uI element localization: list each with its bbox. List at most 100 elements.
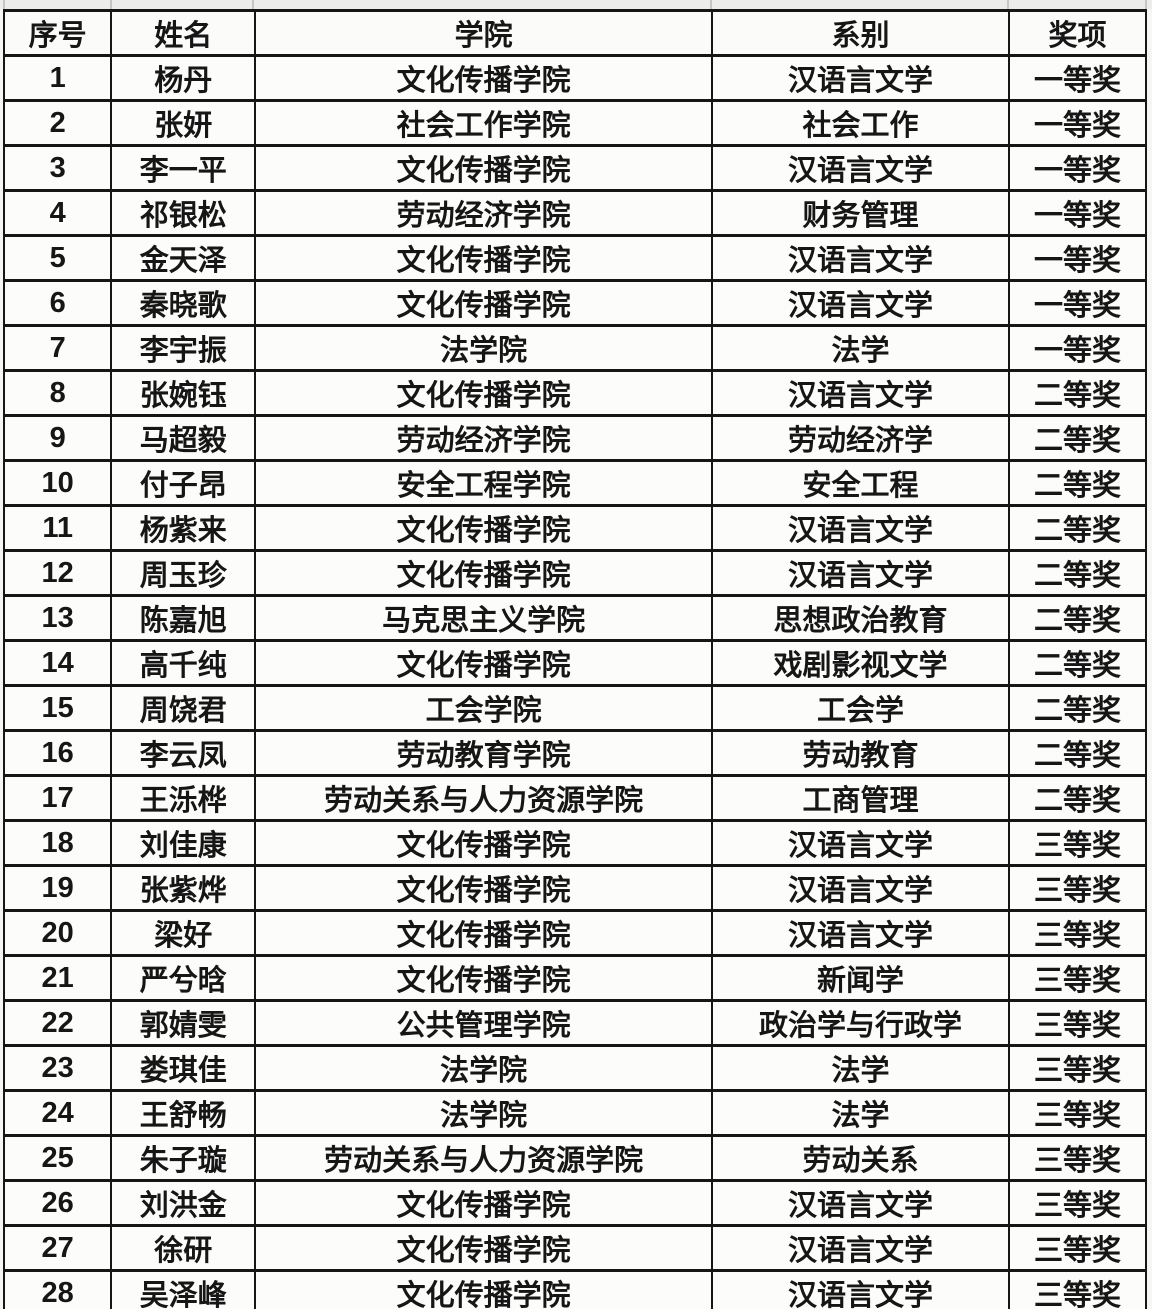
cell-no: 25 [2,1134,113,1182]
header-college: 学院 [254,9,714,57]
cell-dept: 汉语言文学 [711,549,1010,597]
cell-award: 一等奖 [1007,99,1148,147]
cell-dept: 思想政治教育 [711,594,1010,642]
table-row: 26 刘洪金 文化传播学院 汉语言文学 三等奖 [2,1179,1148,1227]
cell-college: 劳动经济学院 [254,189,714,237]
cell-name: 周饶君 [110,684,257,732]
table-row: 11 杨紫来 文化传播学院 汉语言文学 二等奖 [2,504,1148,552]
cell-no: 20 [2,909,113,957]
table-row: 17 王泺桦 劳动关系与人力资源学院 工商管理 二等奖 [2,774,1148,822]
cell-name: 秦晓歌 [110,279,257,327]
cell-no: 6 [2,279,113,327]
cell-college: 法学院 [254,1089,714,1137]
cell-no: 13 [2,594,113,642]
cell-award: 三等奖 [1007,1134,1148,1182]
cell-no: 24 [2,1089,113,1137]
column-guide-line [252,0,254,9]
cell-name: 祁银松 [110,189,257,237]
cell-name: 严兮晗 [110,954,257,1002]
cell-name: 王泺桦 [110,774,257,822]
cell-college: 文化传播学院 [254,54,714,102]
cell-no: 4 [2,189,113,237]
header-no: 序号 [2,9,113,57]
cell-dept: 财务管理 [711,189,1010,237]
table-row: 21 严兮晗 文化传播学院 新闻学 三等奖 [2,954,1148,1002]
cell-award: 二等奖 [1007,639,1148,687]
cell-award: 二等奖 [1007,504,1148,552]
table-row: 13 陈嘉旭 马克思主义学院 思想政治教育 二等奖 [2,594,1148,642]
cell-college: 文化传播学院 [254,144,714,192]
cell-award: 三等奖 [1007,1224,1148,1272]
cell-award: 一等奖 [1007,144,1148,192]
cell-no: 7 [2,324,113,372]
table-row: 4 祁银松 劳动经济学院 财务管理 一等奖 [2,189,1148,237]
cell-college: 文化传播学院 [254,639,714,687]
cell-name: 杨紫来 [110,504,257,552]
cell-college: 文化传播学院 [254,954,714,1002]
cell-no: 11 [2,504,113,552]
cell-name: 张婉钰 [110,369,257,417]
header-name: 姓名 [110,9,257,57]
column-guide-line [1145,0,1147,9]
cell-no: 18 [2,819,113,867]
cell-college: 文化传播学院 [254,864,714,912]
cell-college: 劳动关系与人力资源学院 [254,1134,714,1182]
cell-dept: 工会学 [711,684,1010,732]
cell-name: 娄琪佳 [110,1044,257,1092]
cell-no: 22 [2,999,113,1047]
cell-dept: 戏剧影视文学 [711,639,1010,687]
table-row: 23 娄琪佳 法学院 法学 三等奖 [2,1044,1148,1092]
cell-dept: 汉语言文学 [711,279,1010,327]
cell-no: 16 [2,729,113,777]
cell-name: 张妍 [110,99,257,147]
cell-dept: 政治学与行政学 [711,999,1010,1047]
cell-college: 劳动教育学院 [254,729,714,777]
cell-name: 陈嘉旭 [110,594,257,642]
cell-college: 劳动关系与人力资源学院 [254,774,714,822]
table-row: 2 张妍 社会工作学院 社会工作 一等奖 [2,99,1148,147]
cell-award: 三等奖 [1007,999,1148,1047]
cell-college: 公共管理学院 [254,999,714,1047]
cell-name: 金天泽 [110,234,257,282]
cell-dept: 法学 [711,324,1010,372]
cell-dept: 汉语言文学 [711,1179,1010,1227]
cell-name: 付子昂 [110,459,257,507]
cell-dept: 劳动教育 [711,729,1010,777]
cell-no: 28 [2,1269,113,1309]
cell-no: 1 [2,54,113,102]
cell-award: 一等奖 [1007,324,1148,372]
cell-name: 王舒畅 [110,1089,257,1137]
cell-name: 郭婧雯 [110,999,257,1047]
table-row: 19 张紫烨 文化传播学院 汉语言文学 三等奖 [2,864,1148,912]
table-row: 10 付子昂 安全工程学院 安全工程 二等奖 [2,459,1148,507]
cell-no: 15 [2,684,113,732]
table-row: 22 郭婧雯 公共管理学院 政治学与行政学 三等奖 [2,999,1148,1047]
header-dept: 系别 [711,9,1010,57]
cell-name: 李一平 [110,144,257,192]
cell-college: 马克思主义学院 [254,594,714,642]
cropped-row-strip [0,0,1152,9]
header-row: 序号 姓名 学院 系别 奖项 [2,9,1148,57]
table-row: 12 周玉珍 文化传播学院 汉语言文学 二等奖 [2,549,1148,597]
cell-no: 17 [2,774,113,822]
cell-name: 高千纯 [110,639,257,687]
award-table: 序号 姓名 学院 系别 奖项 1 杨丹 文化传播学院 汉语言文学 一等奖 2 张妍 社会工作学… [2,9,1148,1309]
cell-name: 梁好 [110,909,257,957]
cell-dept: 法学 [711,1089,1010,1137]
table-row: 6 秦晓歌 文化传播学院 汉语言文学 一等奖 [2,279,1148,327]
cell-dept: 安全工程 [711,459,1010,507]
cell-award: 三等奖 [1007,864,1148,912]
cell-award: 三等奖 [1007,1089,1148,1137]
cell-award: 三等奖 [1007,954,1148,1002]
cell-no: 2 [2,99,113,147]
cell-college: 文化传播学院 [254,549,714,597]
cell-dept: 汉语言文学 [711,234,1010,282]
table-row: 24 王舒畅 法学院 法学 三等奖 [2,1089,1148,1137]
cell-award: 二等奖 [1007,594,1148,642]
cell-dept: 社会工作 [711,99,1010,147]
cell-dept: 汉语言文学 [711,864,1010,912]
cell-dept: 汉语言文学 [711,819,1010,867]
cell-no: 3 [2,144,113,192]
table-row: 8 张婉钰 文化传播学院 汉语言文学 二等奖 [2,369,1148,417]
cell-award: 三等奖 [1007,1179,1148,1227]
